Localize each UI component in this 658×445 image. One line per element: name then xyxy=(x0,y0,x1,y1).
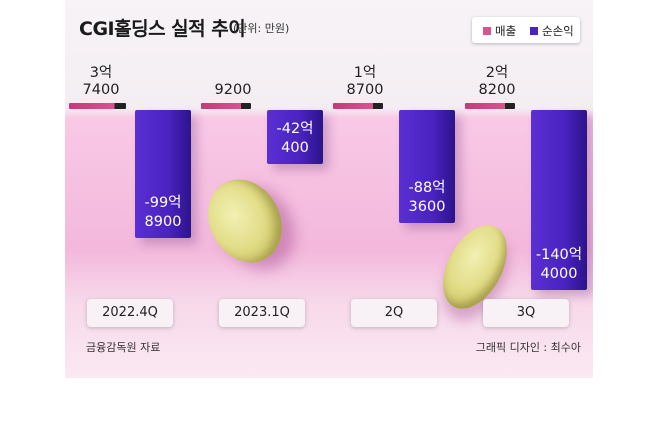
net-income-bar xyxy=(267,110,323,164)
legend-revenue-label: 매출 xyxy=(495,24,517,38)
quarter-label: 2022.4Q xyxy=(87,299,173,327)
net-income-bar xyxy=(135,110,191,239)
chart-title: CGI홀딩스 실적 추이 xyxy=(79,18,246,40)
revenue-bar xyxy=(465,103,515,109)
net-income-value-label: -88억 3600 xyxy=(408,180,446,216)
legend: 매출 순손익 xyxy=(472,17,580,43)
graphic-credit: 그래픽 디자인 : 최수아 xyxy=(475,341,581,354)
net-income-value-label: -99억 8900 xyxy=(144,195,182,231)
revenue-value-label: 1억 8700 xyxy=(346,65,384,98)
revenue-value-label: 2억 8200 xyxy=(478,65,516,98)
net-income-bar xyxy=(531,110,587,290)
quarter-label: 3Q xyxy=(483,299,569,327)
chart-card: CGI홀딩스 실적 추이 (단위: 만원) 매출 순손익 3억 7400 -99억 8… xyxy=(65,0,593,378)
legend-net-income: 순손익 xyxy=(530,23,574,39)
quarter-label: 2Q xyxy=(351,299,437,327)
revenue-value-label: 3억 7400 xyxy=(82,65,120,98)
unit-label: (단위: 만원) xyxy=(233,22,290,35)
legend-net-income-swatch xyxy=(530,27,538,35)
revenue-bar xyxy=(69,103,126,109)
revenue-bar xyxy=(201,103,251,109)
quarter-label: 2023.1Q xyxy=(219,299,305,327)
revenue-value-label: 9200 xyxy=(214,82,252,98)
legend-revenue-swatch xyxy=(483,27,491,35)
legend-net-income-label: 순손익 xyxy=(542,24,574,38)
revenue-bar xyxy=(333,103,383,109)
source-note: 금융감독원 자료 xyxy=(86,341,161,354)
legend-revenue: 매출 xyxy=(483,23,516,39)
coin-illustration-left xyxy=(193,166,297,276)
net-income-bar xyxy=(399,110,455,224)
net-income-value-label: -140억 4000 xyxy=(535,247,583,282)
net-income-value-label: -42억 400 xyxy=(276,120,314,156)
